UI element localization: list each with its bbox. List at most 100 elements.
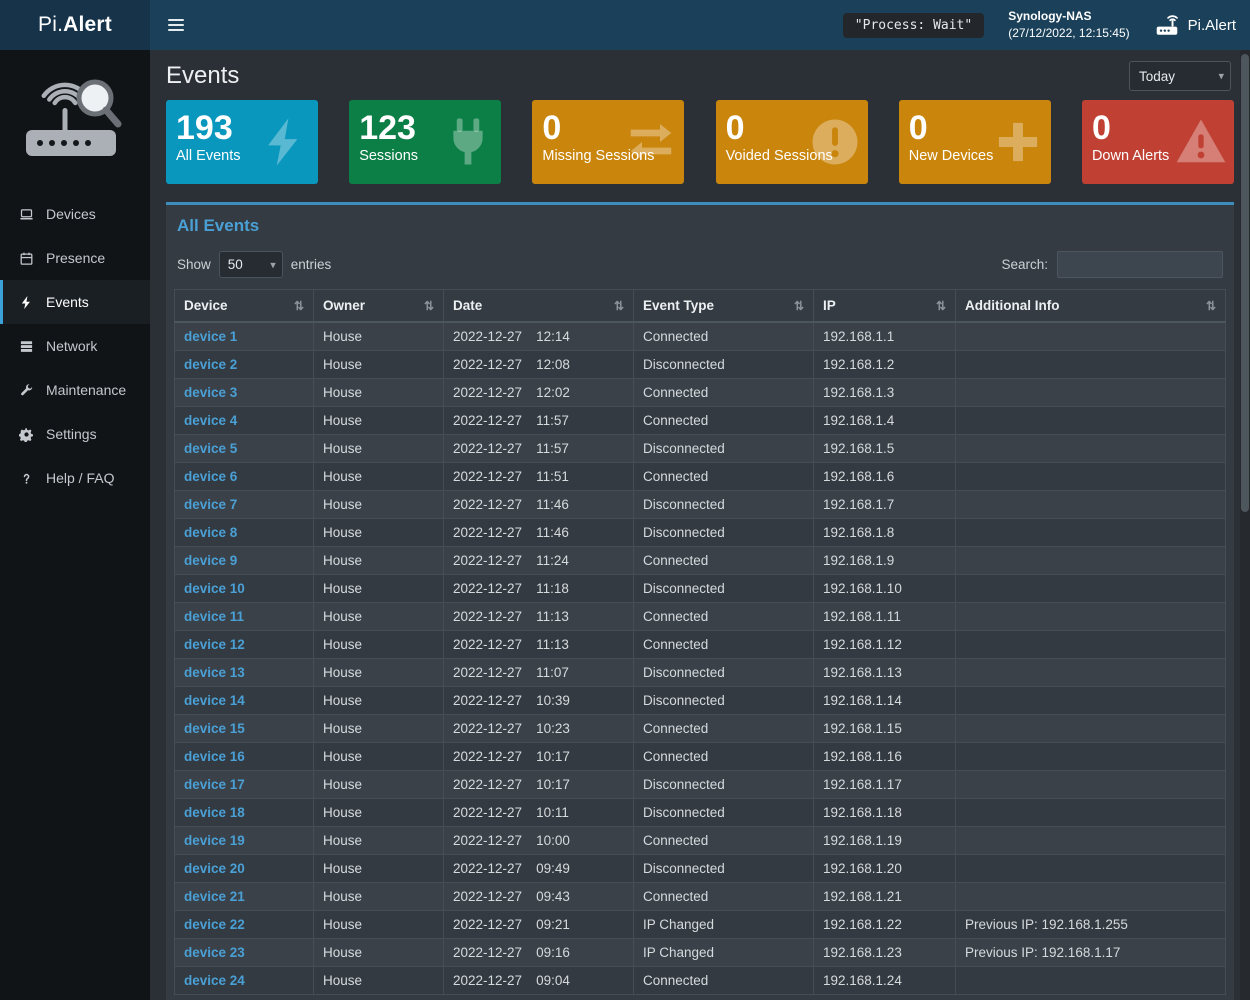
device-link[interactable]: device 14 — [184, 693, 245, 708]
device-link[interactable]: device 2 — [184, 357, 238, 372]
device-link[interactable]: device 8 — [184, 525, 238, 540]
card-label: Missing Sessions — [542, 148, 655, 164]
table-row[interactable]: device 10 House 2022-12-27 11:18 Disconne… — [174, 574, 1226, 603]
column-header[interactable]: IP ⇅ — [813, 289, 956, 323]
brand-logo[interactable]: Pi. Alert — [0, 0, 150, 50]
device-link[interactable]: device 16 — [184, 749, 245, 764]
table-row[interactable]: device 14 House 2022-12-27 10:39 Disconne… — [174, 686, 1226, 715]
cell-date: 2022-12-27 10:11 — [443, 798, 634, 827]
cell-event-type: Disconnected — [633, 854, 814, 883]
device-link[interactable]: device 7 — [184, 497, 238, 512]
device-link[interactable]: device 1 — [184, 329, 238, 344]
sidebar-item-presence[interactable]: Presence — [0, 236, 150, 280]
sidebar-item-settings[interactable]: Settings — [0, 412, 150, 456]
date-value: 2022-12-27 — [453, 665, 523, 680]
card-label: All Events — [176, 148, 241, 164]
process-status-badge[interactable]: "Process: Wait" — [842, 12, 985, 38]
device-link[interactable]: device 12 — [184, 637, 245, 652]
cell-event-type: Disconnected — [633, 574, 814, 603]
summary-card[interactable]: 193 All Events — [166, 100, 318, 184]
table-row[interactable]: device 19 House 2022-12-27 10:00 Connecte… — [174, 826, 1226, 855]
summary-card[interactable]: 0 New Devices — [898, 100, 1051, 184]
cell-ip: 192.168.1.5 — [813, 434, 956, 463]
table-row[interactable]: device 11 House 2022-12-27 11:13 Connecte… — [174, 602, 1226, 631]
time-value: 11:07 — [536, 665, 569, 680]
device-link[interactable]: device 19 — [184, 833, 245, 848]
table-row[interactable]: device 7 House 2022-12-27 11:46 Disconnec… — [174, 490, 1226, 519]
column-header[interactable]: Owner ⇅ — [313, 289, 444, 323]
search-label: Search: — [1001, 257, 1048, 272]
table-row[interactable]: device 5 House 2022-12-27 11:57 Disconnec… — [174, 434, 1226, 463]
table-row[interactable]: device 12 House 2022-12-27 11:13 Connecte… — [174, 630, 1226, 659]
device-link[interactable]: device 15 — [184, 721, 245, 736]
table-row[interactable]: device 23 House 2022-12-27 09:16 IP Chang… — [174, 938, 1226, 967]
date-value: 2022-12-27 — [453, 721, 523, 736]
bolt-icon — [18, 295, 35, 310]
device-link[interactable]: device 5 — [184, 441, 238, 456]
column-header[interactable]: Date ⇅ — [443, 289, 634, 323]
column-header[interactable]: Device ⇅ — [174, 289, 314, 323]
device-link[interactable]: device 4 — [184, 413, 238, 428]
device-link[interactable]: device 24 — [184, 973, 245, 988]
cell-device: device 17 — [174, 770, 314, 799]
cell-owner: House — [313, 434, 444, 463]
device-link[interactable]: device 21 — [184, 889, 245, 904]
table-row[interactable]: device 20 House 2022-12-27 09:49 Disconne… — [174, 854, 1226, 883]
device-link[interactable]: device 22 — [184, 917, 245, 932]
device-link[interactable]: device 13 — [184, 665, 245, 680]
sidebar-item-help-faq[interactable]: Help / FAQ — [0, 456, 150, 500]
summary-card[interactable]: 0 Voided Sessions — [715, 100, 868, 184]
device-link[interactable]: device 11 — [184, 609, 245, 624]
search-input[interactable] — [1057, 251, 1223, 278]
table-row[interactable]: device 15 House 2022-12-27 10:23 Connecte… — [174, 714, 1226, 743]
table-row[interactable]: device 24 House 2022-12-27 09:04 Connecte… — [174, 966, 1226, 995]
table-row[interactable]: device 13 House 2022-12-27 11:07 Disconne… — [174, 658, 1226, 687]
cell-ip: 192.168.1.17 — [813, 770, 956, 799]
app-brand: Pi.Alert — [1154, 12, 1236, 38]
sidebar-item-events[interactable]: Events — [0, 280, 150, 324]
summary-card[interactable]: 0 Missing Sessions — [532, 100, 685, 184]
cell-date: 2022-12-27 12:02 — [443, 378, 634, 407]
table-row[interactable]: device 18 House 2022-12-27 10:11 Disconne… — [174, 798, 1226, 827]
device-link[interactable]: device 20 — [184, 861, 245, 876]
device-link[interactable]: device 3 — [184, 385, 238, 400]
page-size-select[interactable]: 50 — [218, 251, 283, 278]
device-link[interactable]: device 17 — [184, 777, 245, 792]
table-row[interactable]: device 1 House 2022-12-27 12:14 Connected… — [174, 321, 1226, 351]
cell-device: device 18 — [174, 798, 314, 827]
table-row[interactable]: device 2 House 2022-12-27 12:08 Disconnec… — [174, 350, 1226, 379]
column-header[interactable]: Additional Info ⇅ — [955, 289, 1226, 323]
sidebar-item-maintenance[interactable]: Maintenance — [0, 368, 150, 412]
table-row[interactable]: device 4 House 2022-12-27 11:57 Connected… — [174, 406, 1226, 435]
sidebar-toggle-button[interactable] — [162, 13, 190, 37]
device-link[interactable]: device 18 — [184, 805, 245, 820]
date-value: 2022-12-27 — [453, 861, 523, 876]
device-link[interactable]: device 10 — [184, 581, 245, 596]
table-row[interactable]: device 17 House 2022-12-27 10:17 Disconne… — [174, 770, 1226, 799]
cell-event-type: Disconnected — [633, 434, 814, 463]
summary-card[interactable]: 123 Sessions — [349, 100, 502, 184]
cell-owner: House — [313, 406, 444, 435]
date-value: 2022-12-27 — [453, 749, 523, 764]
table-row[interactable]: device 21 House 2022-12-27 09:43 Connecte… — [174, 882, 1226, 911]
table-row[interactable]: device 16 House 2022-12-27 10:17 Connecte… — [174, 742, 1226, 771]
sidebar-item-network[interactable]: Network — [0, 324, 150, 368]
summary-card[interactable]: 0 Down Alerts — [1081, 100, 1234, 184]
table-row[interactable]: device 22 House 2022-12-27 09:21 IP Chang… — [174, 910, 1226, 939]
table-row[interactable]: device 8 House 2022-12-27 11:46 Disconnec… — [174, 518, 1226, 547]
card-value: 0 — [542, 109, 562, 147]
device-link[interactable]: device 6 — [184, 469, 238, 484]
period-select[interactable]: Today — [1129, 61, 1231, 91]
sidebar-item-devices[interactable]: Devices — [0, 192, 150, 236]
column-header[interactable]: Event Type ⇅ — [633, 289, 814, 323]
table-row[interactable]: device 3 House 2022-12-27 12:02 Connected… — [174, 378, 1226, 407]
device-link[interactable]: device 23 — [184, 945, 245, 960]
cell-additional-info — [955, 434, 1226, 463]
scrollbar-thumb[interactable] — [1241, 54, 1249, 512]
cell-owner: House — [313, 966, 444, 995]
cell-ip: 192.168.1.12 — [813, 630, 956, 659]
cell-device: device 22 — [174, 910, 314, 939]
table-row[interactable]: device 9 House 2022-12-27 11:24 Connected… — [174, 546, 1226, 575]
device-link[interactable]: device 9 — [184, 553, 238, 568]
table-row[interactable]: device 6 House 2022-12-27 11:51 Connected… — [174, 462, 1226, 491]
